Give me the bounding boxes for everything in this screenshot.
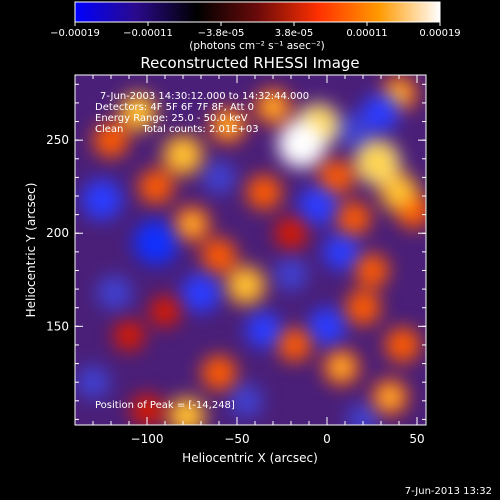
colorbar-ticks: −0.00019 −0.00011 −3.8e-05 3.8e-05 0.00011 0.… <box>50 22 461 39</box>
colorbar-tick-label: 0.00019 <box>419 28 460 39</box>
annotation-energy: Energy Range: 25.0 - 50.0 keV <box>95 113 248 124</box>
negative-lobe <box>202 160 236 195</box>
emission-core <box>181 213 203 235</box>
emission-core <box>388 181 410 204</box>
colorbar-unit-label: (photons cm⁻² s⁻¹ asec⁻²) <box>189 40 324 52</box>
negative-lobe <box>361 93 401 132</box>
emission-source <box>113 320 145 352</box>
emission-source <box>384 327 421 363</box>
annotation-peak-position: Position of Peak = [-14,248] <box>95 400 235 411</box>
emission-source <box>149 295 181 328</box>
emission-source <box>130 393 164 425</box>
emission-source <box>201 355 237 391</box>
colorbar-gradient <box>74 1 441 23</box>
x-tick-label: 50 <box>409 432 424 446</box>
colorbar-tick-label: 0.00011 <box>346 28 387 39</box>
colorbar-tick-label: −0.00011 <box>123 28 173 39</box>
y-tick-label: 150 <box>46 319 69 333</box>
emission-source <box>93 122 129 158</box>
negative-lobe <box>96 275 133 311</box>
x-tick-label: −100 <box>131 432 164 446</box>
plot-frame <box>74 74 427 426</box>
emission-core <box>127 101 149 123</box>
y-tick-label: 200 <box>46 226 69 240</box>
emission-source <box>138 169 174 205</box>
negative-lobe <box>245 311 283 349</box>
emission-source <box>337 201 371 236</box>
emission-core <box>288 130 315 158</box>
colorbar-tick-label: 3.8e-05 <box>275 28 313 39</box>
negative-lobe <box>323 233 360 271</box>
colorbar-tick-label: −3.8e-05 <box>198 28 245 39</box>
x-axis: −100 −50 0 50 <box>92 75 425 446</box>
negative-lobe <box>307 307 347 346</box>
emission-core <box>331 357 352 378</box>
negative-lobe <box>181 273 221 313</box>
negative-lobe <box>298 185 338 226</box>
negative-lobe <box>274 257 308 292</box>
emission-core <box>379 386 401 408</box>
negative-lobe <box>81 179 123 221</box>
emission-source <box>201 237 237 274</box>
colorbar: −0.00019 −0.00011 −3.8e-05 3.8e-05 0.00011 0.… <box>50 1 461 52</box>
footer-timestamp: 7-Jun-2013 13:32 <box>405 486 492 497</box>
emission-source <box>345 290 381 326</box>
emission-source <box>355 253 389 288</box>
annotation-clean: Clean Total counts: 2.01E+03 <box>95 124 259 135</box>
y-axis: 150 200 250 <box>46 83 426 420</box>
emission-core <box>217 115 239 136</box>
annotations: 7-Jun-2003 14:30:12.000 to 14:32:44.000 … <box>95 91 309 411</box>
emission-core <box>235 274 257 297</box>
y-tick-label: 250 <box>46 133 69 147</box>
x-axis-label: Heliocentric X (arcsec) <box>182 451 318 465</box>
annotation-detectors: Detectors: 4F 5F 6F 7F 8F, Att 0 <box>95 102 254 113</box>
plot-image <box>75 75 426 425</box>
emission-core <box>262 96 284 117</box>
emission-source <box>277 327 312 362</box>
colorbar-tick-label: −0.00019 <box>50 28 100 39</box>
y-axis-label: Heliocentric Y (arcsec) <box>24 183 38 318</box>
x-tick-label: −50 <box>224 432 249 446</box>
chart-title: Reconstructed RHESSI Image <box>140 54 359 72</box>
emission-source <box>246 174 282 210</box>
x-tick-label: 0 <box>323 432 331 446</box>
emission-source <box>318 159 354 196</box>
annotation-time: 7-Jun-2003 14:30:12.000 to 14:32:44.000 <box>100 91 309 102</box>
negative-lobe <box>346 403 380 425</box>
emission-core <box>176 405 198 425</box>
emission-core <box>171 143 195 167</box>
negative-lobe <box>336 113 372 149</box>
negative-lobe <box>229 383 263 418</box>
negative-lobe <box>76 365 110 400</box>
negative-lobe <box>133 219 179 266</box>
emission-core <box>364 150 390 175</box>
emission-source <box>274 216 308 250</box>
